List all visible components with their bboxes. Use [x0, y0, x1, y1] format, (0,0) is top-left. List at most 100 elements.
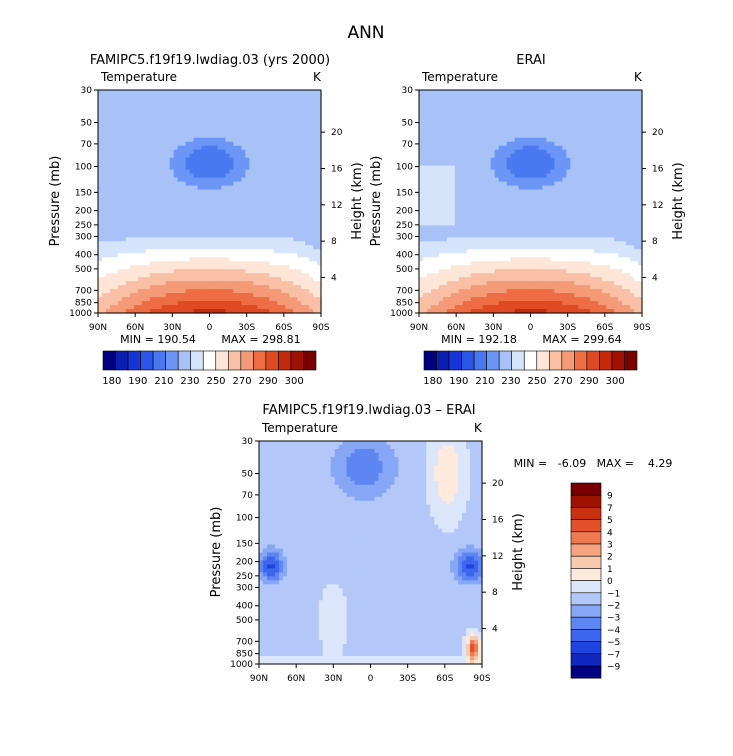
- panel-model-cell: [261, 285, 266, 290]
- panel-erai-cell: [486, 109, 492, 115]
- panel-model-cell: [225, 101, 231, 107]
- panel-model-cell: [305, 301, 310, 306]
- panel-erai-cell: [586, 177, 591, 183]
- panel-erai-cell: [598, 133, 603, 139]
- panel-erai-cell: [594, 185, 599, 191]
- panel-model-cell: [117, 281, 123, 286]
- panel-model-cell: [133, 189, 139, 195]
- panel-model-cell: [281, 301, 286, 306]
- panel-model-cell: [305, 285, 310, 290]
- panel-model-cell: [265, 197, 270, 203]
- panel-erai-cell: [466, 97, 472, 103]
- panel-model-cell: [161, 149, 167, 155]
- panel-erai-cell: [426, 157, 432, 163]
- panel-erai-cell: [606, 149, 611, 155]
- panel-model-cell: [98, 249, 103, 254]
- panel-model-cell: [281, 161, 286, 167]
- panel-erai-cell: [530, 177, 536, 183]
- panel-erai-cell: [510, 137, 516, 143]
- panel-model-cell: [273, 177, 278, 183]
- panel-model-cell: [149, 141, 155, 147]
- panel-erai-cell: [446, 189, 452, 195]
- panel-model-cell: [269, 137, 274, 143]
- panel-erai-cell: [626, 141, 631, 147]
- panel-erai-cell: [470, 193, 476, 199]
- panel-erai-cell: [562, 145, 567, 151]
- panel-model-cell: [221, 257, 227, 262]
- panel-model-cell: [265, 205, 270, 211]
- panel-model-cell: [301, 185, 306, 191]
- panel-model-cell: [189, 125, 195, 131]
- panel-erai-cell: [538, 173, 544, 179]
- panel-model-cell: [281, 233, 286, 238]
- panel-erai-cell: [438, 117, 444, 123]
- panel-model-cell: [245, 245, 250, 250]
- panel-erai-cell: [626, 117, 631, 123]
- panel-erai-cell: [610, 125, 615, 131]
- panel-model-cell: [98, 137, 103, 143]
- panel-model-cell: [173, 229, 179, 234]
- panel-erai-cell: [526, 105, 532, 111]
- panel-erai-cell: [498, 173, 504, 179]
- panel-erai-cell: [578, 125, 583, 131]
- panel-model-cell: [181, 273, 187, 278]
- panel-model-cell: [229, 261, 234, 266]
- panel-model-cell: [265, 253, 270, 258]
- panel-model-cell: [185, 261, 191, 266]
- panel-model-cell: [125, 109, 131, 115]
- panel-erai-cell: [446, 129, 452, 135]
- panel-model-cell: [233, 213, 238, 219]
- panel-model-cell: [113, 137, 119, 143]
- panel-model-cell: [269, 253, 274, 258]
- panel-model-cell: [297, 173, 302, 179]
- panel-erai-cell: [606, 121, 611, 127]
- panel-model-cell: [137, 141, 143, 147]
- panel-model-cell: [281, 217, 286, 223]
- panel-erai-cell: [490, 165, 496, 171]
- panel-model-cell: [269, 197, 274, 203]
- panel-erai-cell: [482, 121, 488, 127]
- panel-model-cell: [209, 253, 215, 258]
- panel-erai-cell: [434, 90, 440, 95]
- panel-model-cell: [145, 281, 151, 286]
- panel-model-cell: [217, 173, 223, 179]
- panel-model-cell: [129, 217, 135, 223]
- panel-erai-cell: [598, 109, 603, 115]
- panel-erai-cell: [518, 181, 524, 187]
- panel-model-cell: [241, 93, 246, 99]
- panel-model-cell: [293, 281, 298, 286]
- panel-erai-cell: [510, 125, 516, 131]
- panel-erai-cell: [482, 157, 488, 163]
- panel-erai-cell: [582, 145, 587, 151]
- panel-model-cell: [293, 209, 298, 215]
- panel-erai-cell: [634, 145, 639, 151]
- panel-erai-cell: [430, 157, 436, 163]
- panel-erai-cell: [446, 165, 452, 171]
- panel-erai-cell: [534, 145, 540, 151]
- panel-erai-cell: [566, 121, 571, 127]
- panel-erai-cell: [614, 137, 619, 143]
- panel-erai-cell: [490, 105, 496, 111]
- panel-model-cell: [317, 221, 322, 226]
- panel-model-cell: [217, 293, 223, 298]
- panel-erai-cell: [578, 129, 583, 135]
- panel-erai-cell: [422, 133, 428, 139]
- panel-model-cell: [209, 305, 215, 310]
- panel-erai-cell: [494, 189, 500, 195]
- panel-model-cell: [221, 285, 227, 290]
- panel-erai-cell: [594, 205, 599, 211]
- panel-erai-cell: [526, 149, 532, 155]
- panel-model-cell: [193, 145, 199, 151]
- panel-erai-cell: [606, 153, 611, 159]
- panel-erai-cell: [610, 153, 615, 159]
- panel-erai-cell: [558, 93, 563, 99]
- panel-model-cell: [221, 201, 227, 207]
- panel-erai-cell: [634, 117, 639, 123]
- panel-model-cell: [249, 133, 254, 139]
- panel-model-cell: [185, 213, 191, 219]
- panel-erai-cell: [574, 201, 579, 207]
- panel-erai-cell: [550, 145, 555, 151]
- panel-erai-cell: [542, 145, 548, 151]
- panel-model-cell: [217, 93, 223, 99]
- panel-model-cell: [157, 285, 163, 290]
